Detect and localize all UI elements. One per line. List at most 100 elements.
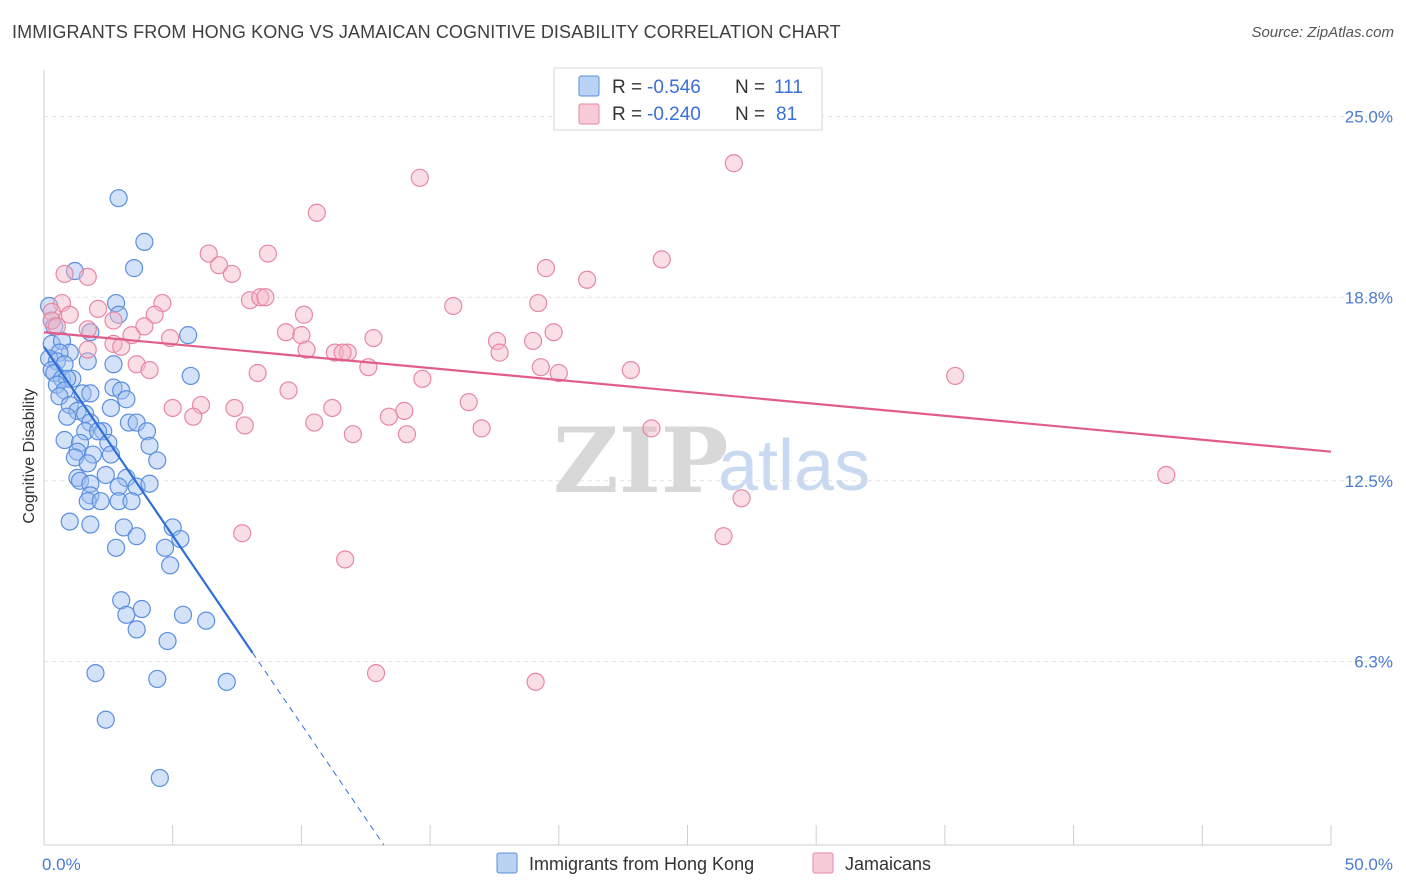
legend-r-label-hong-kong: R = — [612, 77, 642, 98]
point-hong-kong-2 — [124, 259, 144, 278]
trend-lines — [43, 331, 1332, 846]
x-tick-labels: 0.0% 50.0% — [42, 855, 1393, 874]
point-jamaicans-72 — [714, 527, 733, 546]
point-hong-kong-23 — [52, 369, 72, 388]
point-hong-kong-85 — [86, 664, 105, 683]
point-hong-kong-76 — [155, 538, 175, 557]
stats-legend: R = -0.546 N = 111 R = -0.240 N = 81 — [553, 67, 823, 131]
y-tick-labels: 6.3% 12.5% 18.8% 25.0% — [1345, 108, 1393, 672]
point-hong-kong-69 — [60, 512, 79, 531]
point-jamaicans-48 — [248, 363, 267, 383]
point-jamaicans-2 — [307, 203, 326, 222]
point-jamaicans-41 — [325, 343, 344, 362]
chart-title: IMMIGRANTS FROM HONG KONG VS JAMAICAN CO… — [12, 22, 841, 42]
point-jamaicans-9 — [222, 264, 242, 284]
point-hong-kong-1 — [135, 232, 154, 251]
legend-swatch-hong-kong — [578, 75, 600, 97]
point-hong-kong-88 — [96, 710, 115, 729]
point-hong-kong-10 — [179, 326, 198, 345]
point-hong-kong-81 — [173, 605, 193, 624]
point-hong-kong-36 — [101, 398, 121, 418]
y-axis-label: Cognitive Disability — [21, 388, 38, 523]
point-hong-kong-59 — [70, 471, 90, 490]
point-jamaicans-31 — [544, 323, 563, 342]
legend-n-label-hong-kong: N = — [735, 77, 765, 98]
point-jamaicans-50 — [621, 360, 640, 380]
point-jamaicans-23 — [104, 311, 123, 330]
legend-n-value-jamaicans: 81 — [776, 104, 797, 125]
point-hong-kong-83 — [127, 620, 146, 639]
legend-swatch-jamaicans — [578, 103, 600, 125]
bottom-legend-label-hong-kong: Immigrants from Hong Kong — [529, 854, 754, 874]
bottom-legend-swatch-hong-kong — [496, 852, 518, 874]
point-hong-kong-65 — [78, 492, 97, 511]
point-jamaicans-38 — [523, 331, 543, 351]
series-jamaicans-points — [42, 154, 1176, 691]
point-hong-kong-79 — [117, 605, 136, 624]
point-jamaicans-4 — [258, 244, 278, 263]
point-jamaicans-22 — [60, 305, 79, 324]
axes — [43, 70, 1332, 846]
point-hong-kong-32 — [117, 390, 136, 409]
point-hong-kong-55 — [148, 451, 167, 470]
point-jamaicans-27 — [135, 317, 154, 336]
point-jamaicans-66 — [235, 416, 254, 435]
point-hong-kong-13 — [60, 343, 79, 362]
x-tick-label-0: 0.0% — [42, 855, 81, 874]
y-tick-label-3: 25.0% — [1345, 108, 1393, 127]
point-jamaicans-74 — [366, 664, 386, 683]
point-jamaicans-60 — [395, 401, 414, 420]
point-jamaicans-10 — [78, 267, 97, 286]
legend-r-label-jamaicans: R = — [612, 104, 642, 125]
point-hong-kong-6 — [109, 305, 128, 324]
point-jamaicans-65 — [642, 419, 661, 438]
series-hong-kong-points — [40, 189, 236, 788]
point-hong-kong-54 — [78, 454, 97, 473]
point-jamaicans-44 — [490, 343, 509, 362]
point-jamaicans-18 — [529, 293, 548, 313]
point-hong-kong-62 — [140, 474, 159, 493]
point-jamaicans-34 — [364, 328, 383, 348]
watermark-atlas: atlas — [718, 426, 870, 506]
point-hong-kong-87 — [217, 672, 236, 691]
point-jamaicans-11 — [578, 270, 597, 289]
y-tick-label-0: 6.3% — [1354, 652, 1393, 671]
point-jamaicans-52 — [413, 369, 432, 388]
point-jamaicans-49 — [549, 363, 568, 383]
point-jamaicans-54 — [279, 381, 298, 400]
point-hong-kong-63 — [109, 477, 128, 496]
y-tick-label-1: 12.5% — [1345, 472, 1393, 491]
point-hong-kong-67 — [109, 492, 128, 511]
point-jamaicans-25 — [42, 311, 61, 330]
point-jamaicans-68 — [397, 425, 417, 444]
grid-lines — [44, 116, 1391, 662]
point-jamaicans-28 — [78, 320, 97, 339]
point-jamaicans-67 — [343, 425, 362, 444]
point-hong-kong-21 — [181, 366, 200, 386]
trend-line-jamaicans — [43, 331, 1332, 453]
point-jamaicans-70 — [732, 489, 751, 508]
point-jamaicans-8 — [536, 259, 556, 278]
point-hong-kong-84 — [158, 631, 177, 651]
point-hong-kong-57 — [96, 465, 115, 485]
trend-line-hong-kong — [43, 346, 254, 654]
point-hong-kong-51 — [83, 445, 103, 464]
point-jamaicans-40 — [297, 340, 316, 359]
point-jamaicans-73 — [336, 550, 355, 569]
y-tick-label-2: 18.8% — [1345, 288, 1393, 307]
point-jamaicans-53 — [946, 366, 965, 386]
point-hong-kong-71 — [114, 518, 133, 537]
point-jamaicans-75 — [526, 672, 545, 691]
point-jamaicans-71 — [233, 524, 252, 543]
point-jamaicans-62 — [379, 407, 399, 426]
bottom-legend-swatch-jamaicans — [812, 852, 834, 874]
point-hong-kong-86 — [148, 669, 167, 689]
point-jamaicans-37 — [487, 331, 507, 351]
point-hong-kong-73 — [127, 527, 146, 546]
point-jamaicans-55 — [459, 393, 478, 412]
point-hong-kong-82 — [197, 611, 216, 630]
trend-line-hong-kong-extension — [252, 652, 385, 846]
point-jamaicans-19 — [88, 299, 108, 319]
point-hong-kong-45 — [88, 422, 108, 441]
